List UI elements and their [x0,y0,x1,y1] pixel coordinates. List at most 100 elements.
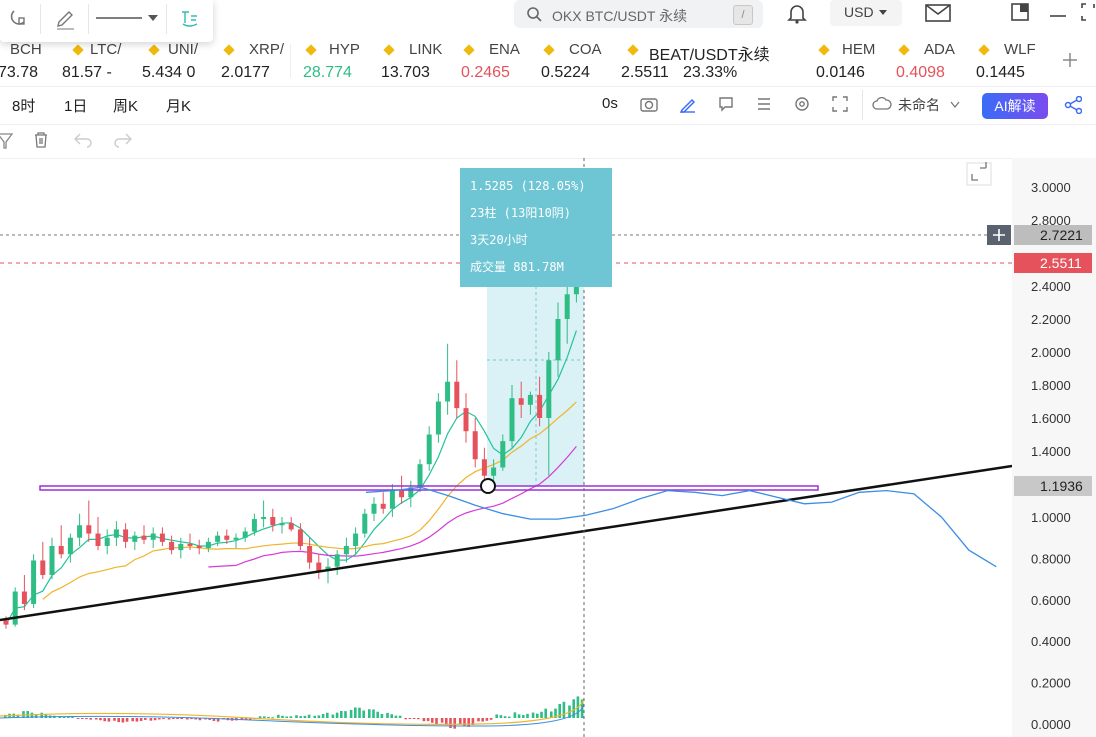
line-color-button[interactable] [44,0,86,36]
timeframe-1d[interactable]: 1日 [64,98,88,115]
ticker-item[interactable]: UNI/ 5.434 0 [142,36,212,86]
trendline[interactable] [0,464,1013,622]
macd-bar [240,718,244,720]
macd-bar [40,712,43,718]
cloud-icon [872,96,892,110]
ticker-item[interactable]: HYP 28.774 [303,36,363,86]
search-input[interactable]: OKX BTC/USDT 永续 / [514,0,763,28]
candle-body [334,554,340,567]
macd-bar [554,708,557,718]
ai-interpret-button[interactable]: AI解读 [982,93,1048,119]
countdown: 0s [602,95,618,112]
macd-bar [449,718,452,729]
macd-bar [550,711,553,718]
candle-body [491,467,497,476]
indicator-icon[interactable] [755,95,773,113]
candle-body [537,394,543,418]
macd-bar [139,718,143,721]
measure-change: 1.5285 (128.05%) [470,179,586,193]
ticker-item[interactable]: LTC/ 81.57 - [62,36,138,86]
ticker-item[interactable]: ADA 0.4098 [896,36,956,86]
macd-bar [95,718,98,720]
candle-body [518,398,524,405]
macd-bar [176,718,179,719]
measure-duration: 3天20小时 [470,233,528,247]
macd-bar [453,718,456,729]
bell-icon[interactable] [786,2,808,24]
macd-bar [526,713,529,718]
ticker-name: HEM [842,41,876,58]
ticker-item[interactable]: HEM 0.0146 [816,36,876,86]
candle-body [215,535,221,542]
timeframe-8h[interactable]: 8时 [12,98,36,115]
mail-icon[interactable] [924,2,952,24]
macd-bar [307,714,311,718]
candle-body [49,545,55,575]
macd-bar [71,716,74,718]
macd-bar [326,712,329,718]
macd-bar [412,718,416,719]
macd-bar [354,707,357,718]
add-icon[interactable] [1062,52,1078,68]
redo-icon[interactable] [113,132,133,148]
ticker-item[interactable]: BCH 73.78 [0,36,58,86]
drawing-settings-button[interactable] [170,0,210,36]
undo-icon[interactable] [73,132,93,148]
macd-bar [317,715,321,718]
ticker-price: 0.1445 [976,64,1025,81]
timeframe-1w[interactable]: 周K [113,98,139,115]
ticker-item[interactable]: XRP/ 2.0177 [221,36,285,86]
ticker-item[interactable]: COA 0.5224 [541,36,603,86]
price-tick-label: 1.6000 [1031,411,1071,426]
candle-body [389,490,395,509]
macd-bar [386,712,389,718]
settings-icon[interactable] [793,95,811,113]
camera-icon[interactable] [640,95,658,113]
fullscreen-icon[interactable] [831,95,849,113]
timeframe-1m[interactable]: 月K [166,98,192,115]
ticker-item-active[interactable]: BEAT/USDT永续 2.5511 23.33% [621,36,801,86]
macd-bar [121,718,125,723]
trash-icon[interactable] [33,131,49,149]
ticker-change: 23.33% [683,64,738,81]
currency-select[interactable]: USD [830,0,902,26]
expand-chart-icon[interactable] [966,162,992,186]
macd-bar [503,716,507,718]
layout-select[interactable]: 未命名 [872,92,968,118]
macd-bar [358,707,361,718]
ticker-item[interactable]: LINK 13.703 [381,36,447,86]
minimize-icon[interactable] [1048,8,1068,18]
divider [40,4,41,34]
line-style-select[interactable] [92,0,162,36]
binance-icon [543,44,555,56]
add-alert-button[interactable] [987,225,1011,245]
macd-bar [162,718,165,720]
ticker-item[interactable]: WLF 0.1445 [976,36,1038,86]
macd-bar [431,718,434,723]
pencil-icon [57,11,74,30]
macd-bar [544,708,547,718]
candle-body [435,401,441,435]
magnet-button[interactable] [0,0,36,36]
candle-body [445,381,451,402]
price-chart[interactable]: 1.5285 (128.05%) 23柱 (13阳10阴) 3天20小时 成交量… [0,158,1096,737]
measure-start-handle[interactable] [480,478,496,494]
candle-body [509,398,515,442]
filter-icon[interactable] [0,132,14,150]
divider [862,90,863,120]
ticker-item[interactable]: ENA 0.2465 [461,36,529,86]
comment-icon[interactable] [717,95,735,113]
share-icon[interactable] [1064,96,1082,114]
candle-body [196,545,202,549]
maximize-icon[interactable] [1080,2,1096,22]
divider [166,4,167,34]
macd-bar [208,718,211,720]
pencil-icon[interactable] [679,95,697,113]
ticker-price: 0.0146 [816,64,865,81]
macd-bar [331,714,335,718]
popout-icon[interactable] [1010,2,1032,22]
search-shortcut: / [733,5,753,25]
candle-body [3,620,9,625]
price-tick-label: 1.4000 [1031,444,1071,459]
macd-bar [495,714,498,718]
